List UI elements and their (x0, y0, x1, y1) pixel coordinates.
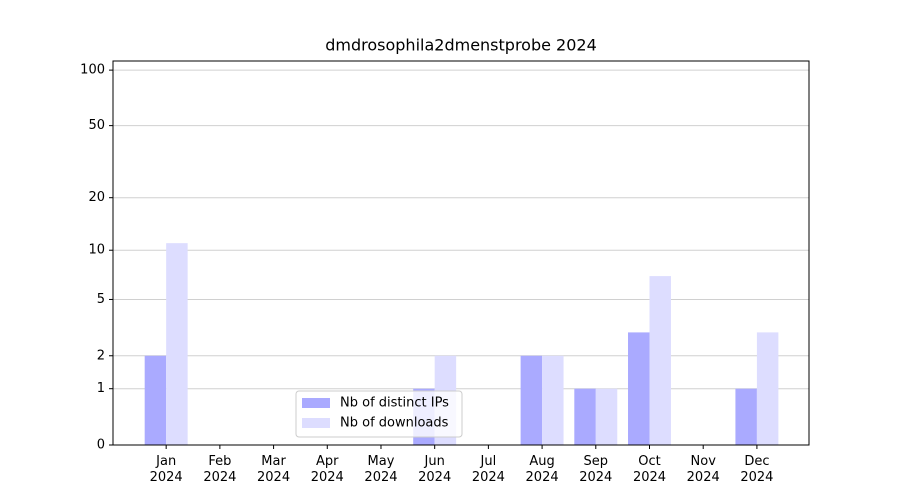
x-tick-label: Mar 2024 (257, 454, 290, 485)
y-tick-label: 10 (88, 243, 105, 258)
bar (166, 243, 188, 445)
legend: Nb of distinct IPs Nb of downloads (295, 390, 463, 438)
x-tick-label: Jun 2024 (418, 454, 451, 485)
legend-label: Nb of downloads (340, 416, 449, 431)
bar (144, 355, 167, 445)
bar (542, 355, 564, 445)
bar (756, 332, 779, 445)
x-tick-label: Aug 2024 (526, 454, 559, 485)
x-tick-label: Jul 2024 (472, 454, 505, 485)
x-tick-label: Nov 2024 (687, 454, 720, 485)
legend-swatch (302, 418, 330, 428)
x-tick-label: Dec 2024 (740, 454, 773, 485)
bar (520, 355, 543, 445)
y-tick-label: 0 (97, 438, 105, 453)
bar (649, 276, 671, 445)
y-tick-label: 1 (97, 381, 105, 396)
x-tick-label: Oct 2024 (633, 454, 666, 485)
bar (595, 388, 618, 445)
bar (628, 332, 650, 445)
x-tick-label: Sep 2024 (579, 454, 612, 485)
x-tick-label: Apr 2024 (311, 454, 344, 485)
legend-box (295, 390, 463, 438)
bar (574, 388, 596, 445)
bar (735, 388, 757, 445)
x-tick-label: Feb 2024 (203, 454, 236, 485)
legend-swatch (302, 398, 330, 408)
x-tick-label: Jan 2024 (150, 454, 183, 485)
y-tick-label: 5 (97, 292, 105, 307)
y-tick-label: 50 (88, 118, 105, 133)
chart-title: dmdrosophila2dmenstprobe 2024 (325, 36, 597, 55)
x-tick-label: May 2024 (364, 454, 397, 485)
legend-label: Nb of distinct IPs (340, 396, 449, 411)
y-tick-label: 2 (97, 348, 105, 363)
y-tick-label: 20 (88, 190, 105, 205)
axes-frame (112, 60, 810, 446)
y-tick-label: 100 (80, 63, 105, 78)
